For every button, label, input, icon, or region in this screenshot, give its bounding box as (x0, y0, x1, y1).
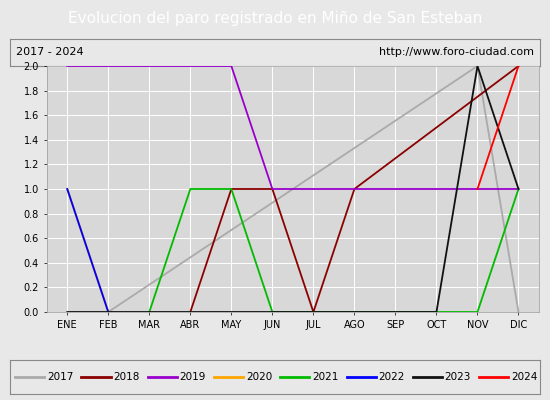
Text: 2018: 2018 (113, 372, 140, 382)
Text: 2022: 2022 (378, 372, 405, 382)
Text: 2021: 2021 (312, 372, 338, 382)
Text: http://www.foro-ciudad.com: http://www.foro-ciudad.com (379, 47, 534, 57)
Text: 2017: 2017 (47, 372, 73, 382)
Text: 2019: 2019 (179, 372, 206, 382)
Text: 2017 - 2024: 2017 - 2024 (16, 47, 84, 57)
Text: 2023: 2023 (444, 372, 471, 382)
Text: 2020: 2020 (246, 372, 272, 382)
Text: 2024: 2024 (511, 372, 537, 382)
Text: Evolucion del paro registrado en Miño de San Esteban: Evolucion del paro registrado en Miño de… (68, 12, 482, 26)
